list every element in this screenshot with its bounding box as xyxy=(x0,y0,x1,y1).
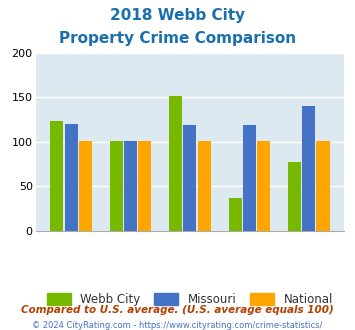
Text: Compared to U.S. average. (U.S. average equals 100): Compared to U.S. average. (U.S. average … xyxy=(21,305,334,315)
Bar xyxy=(229,198,242,231)
Bar xyxy=(124,141,137,231)
Bar xyxy=(50,120,64,231)
Bar xyxy=(257,141,270,231)
Bar xyxy=(302,106,315,231)
Legend: Webb City, Missouri, National: Webb City, Missouri, National xyxy=(42,288,338,311)
Bar xyxy=(79,141,92,231)
Bar xyxy=(316,141,329,231)
Bar xyxy=(138,141,151,231)
Bar xyxy=(243,125,256,231)
Bar xyxy=(169,96,182,231)
Text: Property Crime Comparison: Property Crime Comparison xyxy=(59,31,296,46)
Text: 2018 Webb City: 2018 Webb City xyxy=(110,8,245,23)
Bar xyxy=(110,141,123,231)
Bar xyxy=(184,125,196,231)
Bar xyxy=(288,162,301,231)
Bar xyxy=(198,141,211,231)
Text: © 2024 CityRating.com - https://www.cityrating.com/crime-statistics/: © 2024 CityRating.com - https://www.city… xyxy=(32,321,323,330)
Bar xyxy=(65,124,78,231)
